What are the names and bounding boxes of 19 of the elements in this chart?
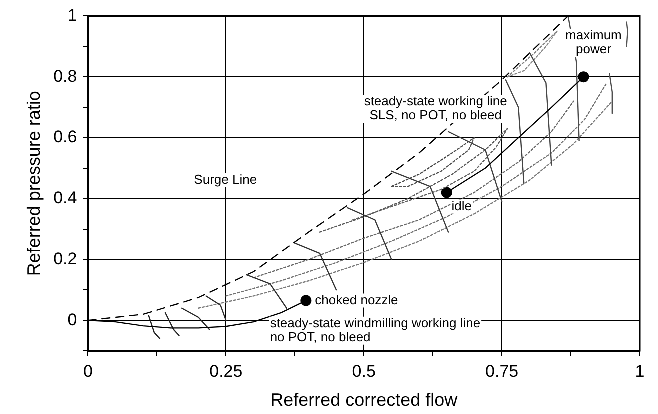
annotation: idle [452,198,472,214]
annotation: steady-state windmilling working line no POT, no bleed [270,315,481,344]
annotation: choked nozzle [315,292,398,308]
annotation: steady-state working line SLS, no POT, no bleed [364,94,508,123]
y-axis-title: Referred pressure ratio [24,91,44,276]
y-tick-label: 0.2 [54,249,78,268]
x-axis-title: Referred corrected flow [270,390,459,410]
y-tick-label: 0.8 [54,66,78,86]
annotation: maximum power [566,28,622,57]
x-tick-label: 0 [84,362,93,381]
y-tick-label: 0 [68,310,78,330]
x-tick-label: 0.25 [210,362,243,381]
x-tick-label: 1 [635,362,645,381]
y-tick-label: 0.4 [54,188,78,208]
y-tick-label: 1 [68,6,78,25]
x-tick-label: 0.5 [352,362,376,381]
y-tick-label: 0.6 [54,128,78,147]
annotation: Surge Line [194,172,258,187]
x-tick-label: 0.75 [486,362,519,381]
